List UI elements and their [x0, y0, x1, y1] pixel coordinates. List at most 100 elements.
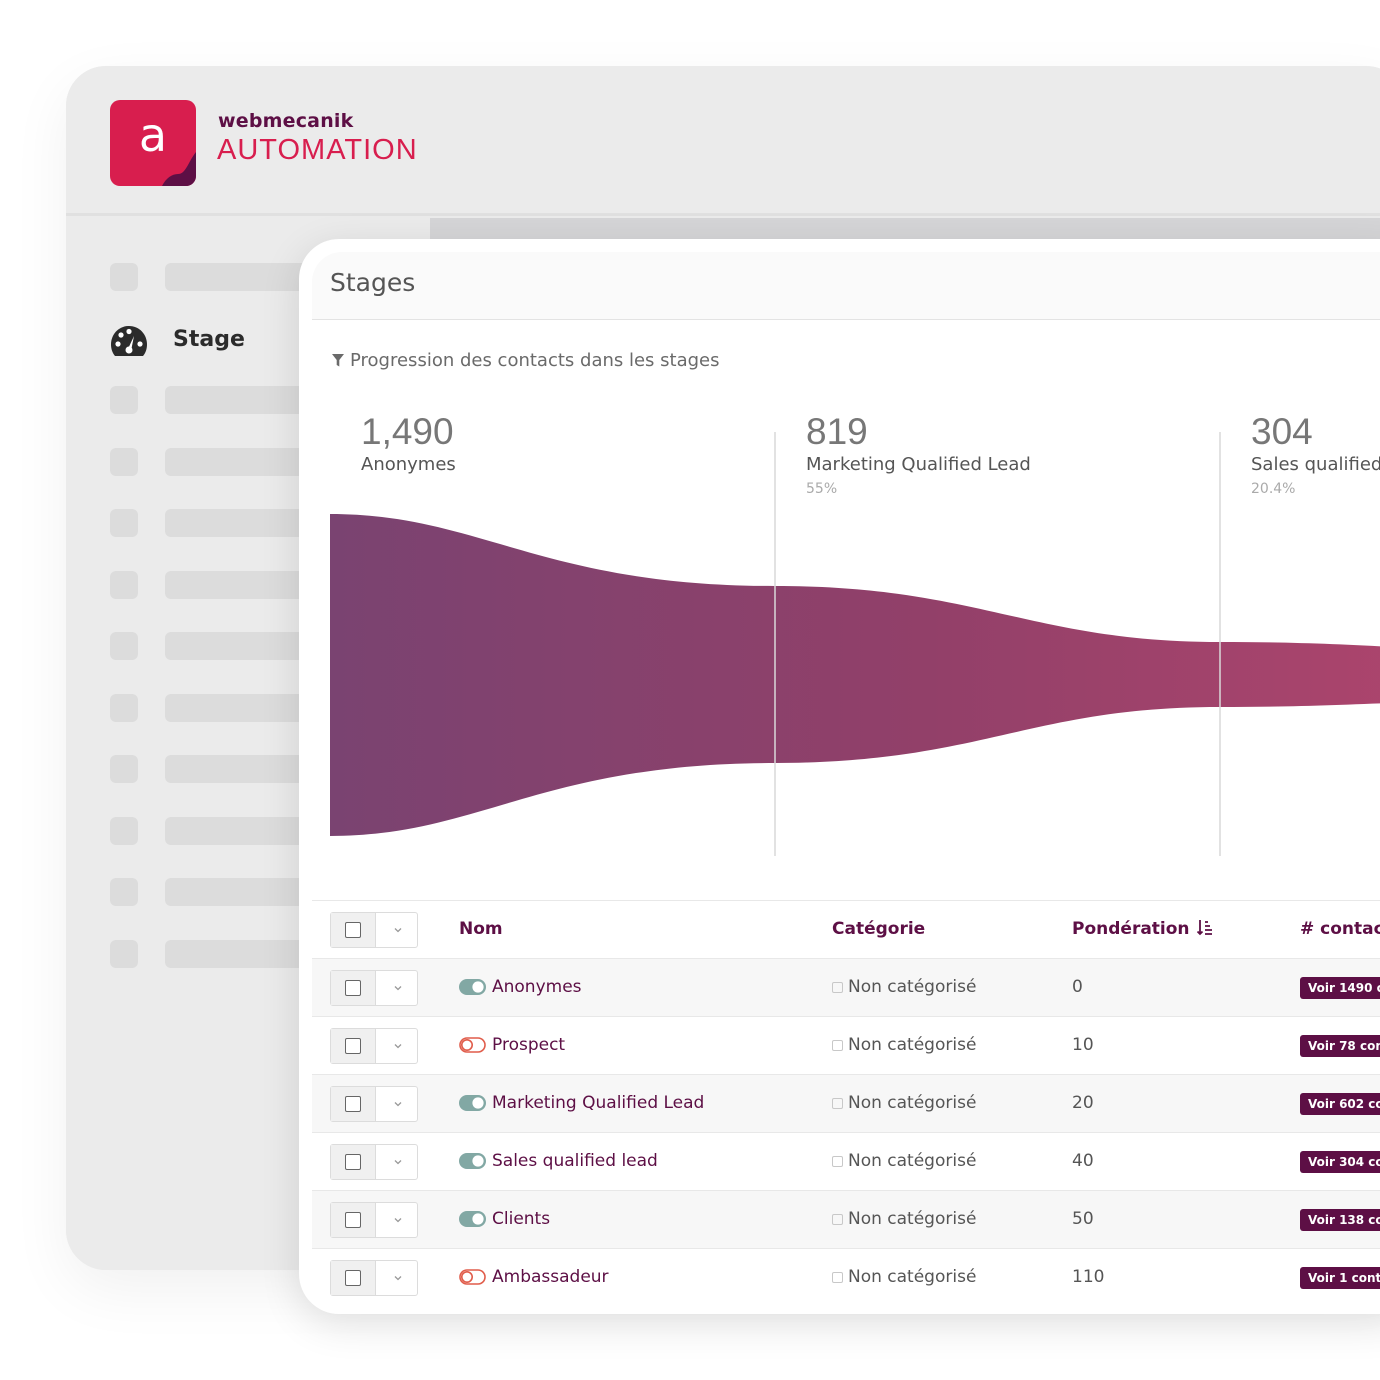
table-row: Prospect Non catégorisé 10 Voir 78 conta… — [312, 1016, 1380, 1074]
view-contacts-button[interactable]: Voir 78 contacts — [1300, 1035, 1380, 1057]
sidebar-item-label: Stage — [173, 327, 245, 352]
view-contacts-button[interactable]: Voir 138 contacts — [1300, 1209, 1380, 1231]
weight-value: 0 — [1072, 977, 1083, 997]
stage-name: Marketing Qualified Lead — [806, 454, 1031, 475]
row-actions-dropdown[interactable] — [376, 1203, 417, 1237]
row-checkbox[interactable] — [345, 1212, 361, 1228]
toggle-on-icon[interactable] — [459, 1153, 486, 1169]
view-contacts-button[interactable]: Voir 1 contact — [1300, 1267, 1380, 1289]
funnel-stage: 1,490 Anonymes — [361, 411, 456, 476]
weight-value: 110 — [1072, 1267, 1105, 1287]
row-checkbox[interactable] — [345, 1154, 361, 1170]
category-label: Non catégorisé — [848, 1035, 977, 1055]
funnel-shape — [330, 514, 1380, 836]
brand-product: AUTOMATION — [217, 134, 418, 166]
app-header: a webmecanik AUTOMATION — [66, 66, 1380, 216]
category-label: Non catégorisé — [848, 1151, 977, 1171]
row-actions-dropdown[interactable] — [376, 1261, 417, 1295]
view-contacts-button[interactable]: Voir 1490 contacts — [1300, 977, 1380, 999]
row-select-control — [330, 1086, 418, 1122]
column-header-contacts[interactable]: # contacts — [1300, 919, 1380, 939]
stage-count: 304 — [1251, 411, 1313, 452]
category-color-swatch — [832, 1097, 843, 1109]
row-actions-dropdown[interactable] — [376, 1145, 417, 1179]
chevron-down-icon — [394, 1276, 402, 1281]
stage-percent: 55% — [806, 481, 838, 497]
page-title: Stages — [330, 268, 416, 297]
view-contacts-button[interactable]: Voir 602 contacts — [1300, 1093, 1380, 1115]
stage-name-link[interactable]: Marketing Qualified Lead — [492, 1093, 705, 1113]
row-checkbox[interactable] — [345, 1096, 361, 1112]
stage-name-link[interactable]: Prospect — [492, 1035, 566, 1055]
sort-ascending-icon — [1197, 920, 1213, 936]
category-label: Non catégorisé — [848, 977, 977, 997]
category-color-swatch — [832, 1039, 843, 1051]
stage-name-link[interactable]: Anonymes — [492, 977, 582, 997]
logo[interactable]: a — [110, 100, 196, 186]
filter-icon — [332, 354, 344, 367]
funnel-stage: 819 Marketing Qualified Lead 55% — [806, 412, 1031, 498]
chevron-down-icon — [394, 1044, 402, 1049]
gauge-icon — [111, 326, 147, 356]
row-checkbox[interactable] — [345, 1270, 361, 1286]
row-select-control — [330, 1260, 418, 1296]
stage-count: 1,490 — [361, 411, 454, 452]
funnel-chart — [330, 432, 1380, 856]
row-actions-dropdown[interactable] — [376, 1029, 417, 1063]
category-label: Non catégorisé — [848, 1267, 977, 1287]
funnel-stage: 304 Sales qualified lead 20.4% — [1251, 411, 1380, 498]
row-select-control — [330, 970, 418, 1006]
logo-letter: a — [138, 108, 168, 162]
toggle-off-icon[interactable] — [459, 1037, 486, 1053]
chevron-down-icon — [394, 1218, 402, 1223]
category-color-swatch — [832, 1271, 843, 1283]
view-contacts-button[interactable]: Voir 304 contacts — [1300, 1151, 1380, 1173]
funnel-caption-text: Progression des contacts dans les stages — [350, 350, 720, 371]
column-header-weight[interactable]: Pondération — [1072, 919, 1213, 939]
panel-header: Stages — [312, 252, 1380, 320]
weight-value: 20 — [1072, 1093, 1094, 1113]
row-actions-dropdown[interactable] — [376, 971, 417, 1005]
topbar-placeholder — [430, 218, 1380, 242]
category-color-swatch — [832, 981, 843, 993]
stages-panel: Stages Progression des contacts dans les… — [299, 239, 1380, 1314]
logo-corner-shape — [162, 152, 196, 186]
stage-name: Anonymes — [361, 454, 456, 475]
category-label: Non catégorisé — [848, 1209, 977, 1229]
column-header-weight-label: Pondération — [1072, 919, 1190, 939]
bulk-actions-dropdown[interactable] — [376, 913, 417, 947]
stage-name-link[interactable]: Sales qualified lead — [492, 1151, 658, 1171]
chevron-down-icon — [394, 1160, 402, 1165]
column-header-name[interactable]: Nom — [459, 919, 503, 939]
weight-value: 40 — [1072, 1151, 1094, 1171]
brand-name: webmecanik — [218, 110, 354, 132]
category-color-swatch — [832, 1213, 843, 1225]
weight-value: 10 — [1072, 1035, 1094, 1055]
row-select-control — [330, 1144, 418, 1180]
stages-table: Nom Catégorie Pondération # contacts — [312, 900, 1380, 1306]
table-row: Marketing Qualified Lead Non catégorisé … — [312, 1074, 1380, 1132]
select-all-checkbox[interactable] — [345, 922, 361, 938]
stage-name: Sales qualified lead — [1251, 454, 1380, 475]
stage-name-link[interactable]: Ambassadeur — [492, 1267, 609, 1287]
stage-percent: 20.4% — [1251, 481, 1296, 497]
row-checkbox[interactable] — [345, 1038, 361, 1054]
toggle-on-icon[interactable] — [459, 1095, 486, 1111]
row-actions-dropdown[interactable] — [376, 1087, 417, 1121]
chevron-down-icon — [394, 986, 402, 991]
category-color-swatch — [832, 1155, 843, 1167]
toggle-on-icon[interactable] — [459, 979, 486, 995]
weight-value: 50 — [1072, 1209, 1094, 1229]
table-header-row: Nom Catégorie Pondération # contacts — [312, 900, 1380, 958]
table-row: Clients Non catégorisé 50 Voir 138 conta… — [312, 1190, 1380, 1248]
toggle-on-icon[interactable] — [459, 1211, 486, 1227]
row-checkbox[interactable] — [345, 980, 361, 996]
table-row: Sales qualified lead Non catégorisé 40 V… — [312, 1132, 1380, 1190]
stage-name-link[interactable]: Clients — [492, 1209, 551, 1229]
table-row: Ambassadeur Non catégorisé 110 Voir 1 co… — [312, 1248, 1380, 1306]
column-header-category[interactable]: Catégorie — [832, 919, 926, 939]
row-select-control — [330, 1028, 418, 1064]
chevron-down-icon — [394, 928, 402, 933]
funnel-caption: Progression des contacts dans les stages — [332, 350, 720, 371]
toggle-off-icon[interactable] — [459, 1269, 486, 1285]
